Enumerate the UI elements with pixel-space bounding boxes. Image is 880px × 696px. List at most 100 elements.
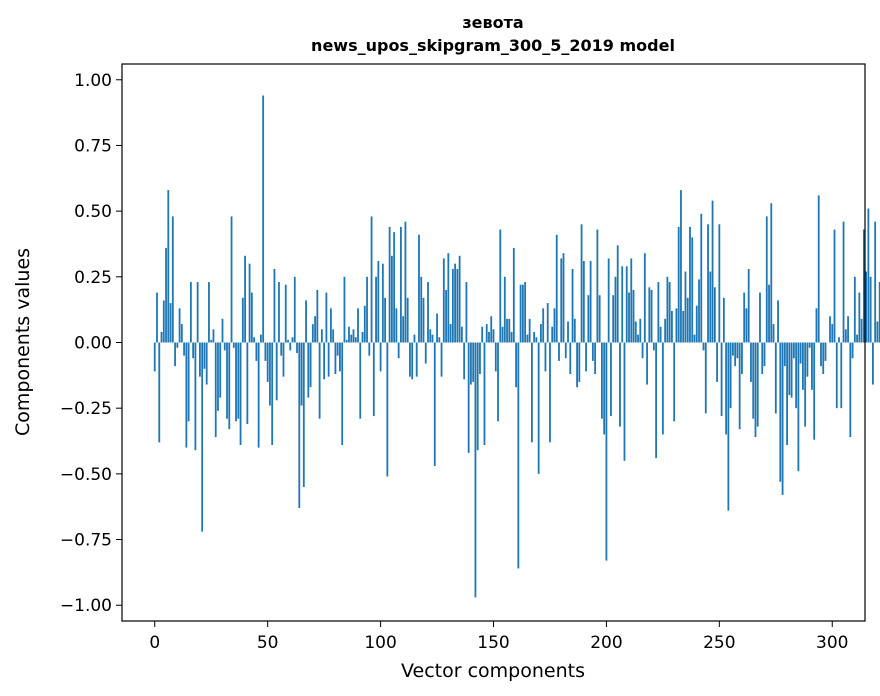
bar (813, 342, 816, 440)
bar (621, 266, 624, 343)
bar (332, 329, 335, 343)
bar (479, 342, 481, 375)
x-tick-label: 200 (590, 633, 622, 653)
y-axis-ticks: −1.00 −0.75 −0.50 −0.25 0.00 0.25 0.50 0.75 1.00 (60, 71, 122, 616)
bar (598, 295, 601, 343)
bar (189, 282, 192, 343)
bar (833, 229, 836, 343)
bar (607, 258, 610, 343)
bar (160, 331, 163, 343)
bar (668, 282, 671, 343)
bar (483, 342, 486, 445)
bar (822, 342, 825, 375)
bar (296, 342, 298, 354)
bar (476, 342, 479, 451)
bar (427, 282, 429, 343)
bar (424, 342, 427, 364)
bar (255, 342, 258, 361)
bar (510, 331, 513, 343)
bar (675, 308, 678, 343)
bar (707, 224, 709, 343)
bar (824, 342, 827, 361)
bar (230, 216, 233, 343)
bar (571, 268, 574, 343)
bar (867, 208, 870, 343)
bar (641, 342, 644, 359)
bar (397, 342, 400, 359)
bar (829, 316, 831, 343)
bar (540, 324, 542, 343)
bar (587, 295, 590, 343)
bar (273, 268, 276, 343)
x-axis-ticks: 0 50 100 150 200 250 300 (149, 621, 848, 653)
y-tick-label: −0.50 (60, 465, 112, 485)
bar (585, 342, 587, 372)
bar (795, 342, 798, 409)
bar (440, 342, 443, 377)
bar (555, 234, 558, 343)
bar (515, 342, 517, 388)
bar (596, 229, 599, 343)
bar (646, 342, 648, 385)
bar (210, 339, 213, 343)
bar (553, 308, 556, 343)
bar (384, 297, 387, 343)
bar (336, 342, 339, 356)
bar (388, 226, 391, 343)
bar (779, 342, 782, 482)
bar (494, 342, 497, 372)
bar (630, 258, 633, 343)
bar (603, 342, 606, 435)
bar (167, 190, 170, 343)
bar (329, 308, 332, 343)
bar (605, 342, 608, 561)
bar (300, 342, 303, 406)
bar (214, 342, 217, 438)
bar (183, 342, 186, 356)
bar (203, 342, 206, 369)
bar (783, 342, 786, 367)
bar (262, 95, 265, 343)
bar (862, 229, 865, 343)
bar (682, 310, 685, 343)
bar (628, 292, 630, 343)
bar (700, 213, 703, 343)
bar (623, 342, 626, 461)
bar (840, 342, 843, 409)
bar (878, 282, 880, 343)
bar (314, 316, 316, 343)
bar (404, 221, 407, 343)
bar (659, 326, 662, 343)
bar (801, 342, 804, 390)
bar (747, 268, 750, 343)
y-tick-label: 0.00 (74, 334, 112, 354)
bar (271, 342, 274, 445)
bar (686, 297, 689, 343)
bar (250, 292, 253, 343)
bar (359, 342, 362, 419)
bar (372, 342, 375, 417)
bar (738, 342, 741, 430)
bar (305, 300, 307, 343)
bar (643, 253, 646, 343)
bar (309, 342, 312, 388)
bar (431, 334, 434, 343)
bar (718, 224, 721, 343)
bar (634, 321, 637, 343)
bar (162, 300, 165, 343)
bar (467, 342, 470, 453)
bar (853, 276, 856, 343)
bar (616, 245, 619, 343)
bar (370, 216, 373, 343)
bar (722, 297, 725, 343)
bar (490, 316, 493, 343)
bar (244, 255, 246, 343)
bar (246, 342, 249, 424)
bar (194, 342, 197, 451)
bar (460, 326, 463, 343)
bar (156, 292, 158, 343)
bar (610, 342, 612, 417)
bar (549, 342, 551, 443)
bar (661, 342, 664, 435)
bar (323, 342, 326, 380)
